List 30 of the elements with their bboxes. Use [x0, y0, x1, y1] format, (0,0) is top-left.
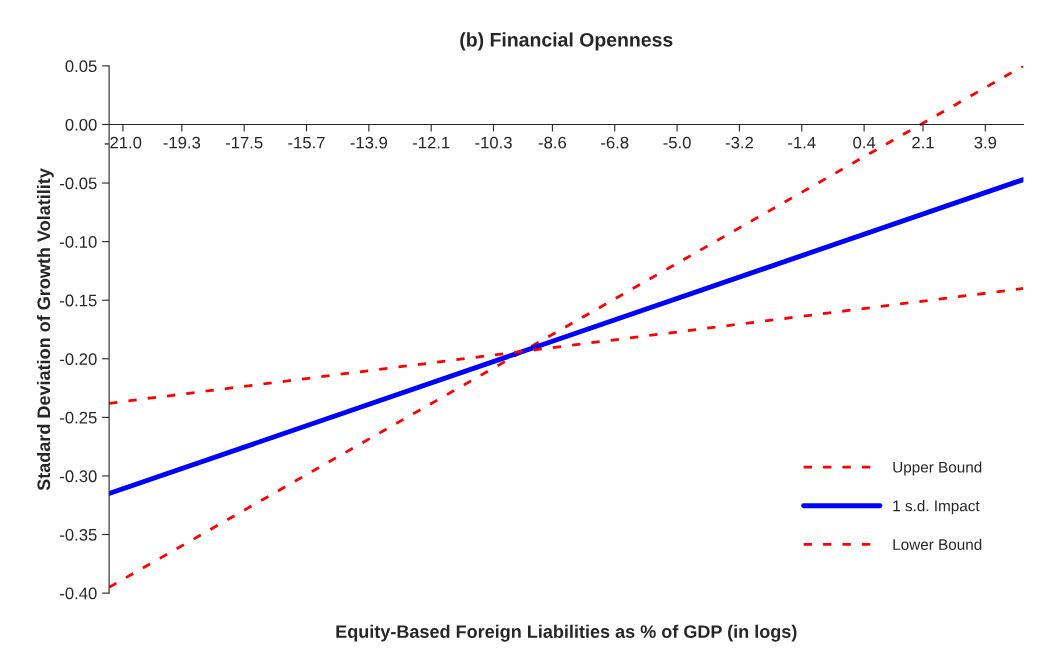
x-tick-label: -15.7	[288, 136, 325, 149]
x-tick-label: -6.8	[601, 136, 629, 149]
x-tick-label: -10.3	[475, 136, 512, 149]
legend-label: Lower Bound	[893, 538, 982, 550]
x-tick-label: -3.2	[725, 136, 753, 149]
x-tick-label: 0.4	[853, 136, 876, 149]
y-tick-label: -0.25	[60, 411, 97, 424]
x-tick-label: -12.1	[412, 136, 450, 149]
chart-title: (b) Financial Openness	[460, 32, 673, 51]
x-tick-label: -8.6	[538, 136, 567, 149]
x-tick-label: -13.9	[350, 136, 388, 149]
x-tick-label: -5.0	[663, 136, 691, 149]
y-tick-label: -0.05	[60, 177, 97, 190]
x-tick-label: -17.5	[225, 136, 263, 149]
y-tick-label: -0.40	[60, 587, 97, 600]
y-tick-label: -0.30	[60, 470, 97, 483]
y-tick-label: 0.00	[65, 118, 97, 131]
x-tick-label: 2.1	[912, 136, 934, 149]
x-tick-label: -19.3	[163, 136, 201, 149]
legend-label: 1 s.d. Impact	[893, 500, 980, 515]
y-tick-label: -0.10	[60, 236, 97, 248]
y-tick-label: -0.35	[60, 528, 97, 541]
x-axis-title: Equity-Based Foreign Liabilities as % of GDP (in logs)	[336, 624, 797, 642]
x-tick-label: -1.4	[788, 136, 816, 149]
y-tick-label: 0.05	[65, 60, 97, 73]
y-axis-title: Stadard Deviation of Growth Volatility	[36, 168, 54, 491]
y-tick-label: -0.20	[60, 353, 97, 365]
x-tick-label: 3.9	[974, 136, 997, 149]
y-tick-label: -0.15	[60, 294, 97, 307]
legend-label: Upper Bound	[893, 461, 982, 476]
